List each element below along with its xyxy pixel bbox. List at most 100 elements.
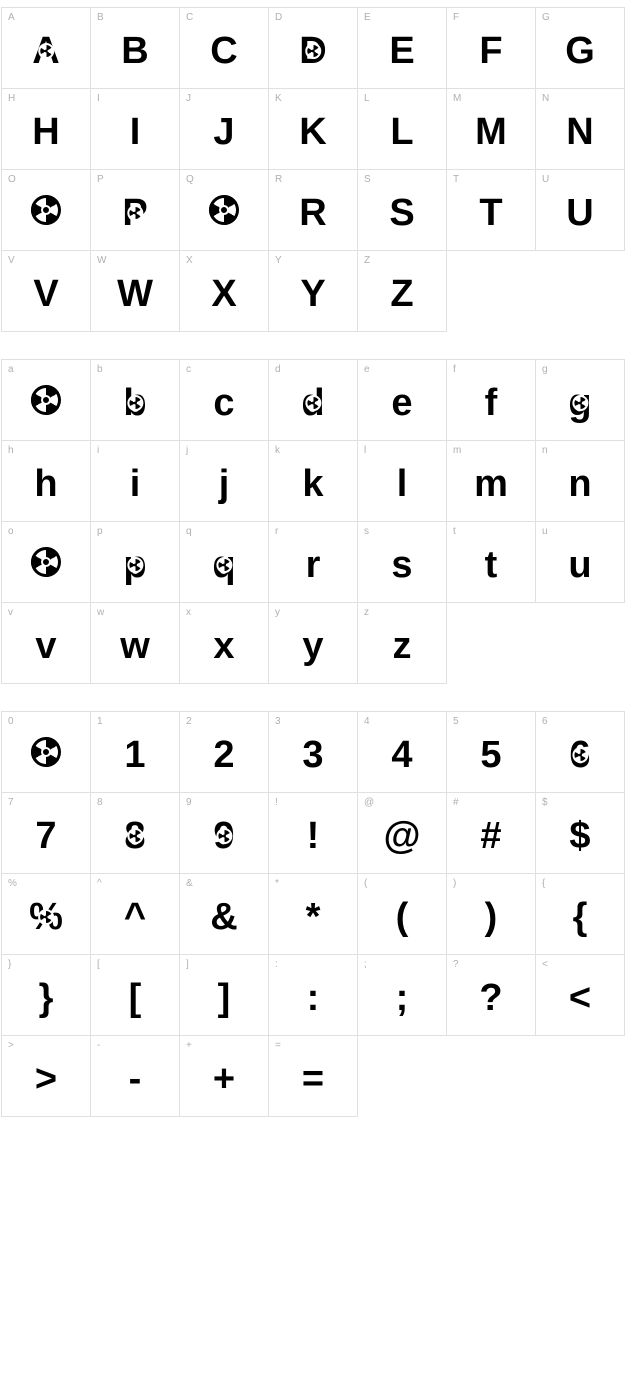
glyph-cell[interactable]: BB	[90, 7, 180, 89]
glyph-cell[interactable]: VV	[1, 250, 91, 332]
glyph-cell[interactable]: cc	[179, 359, 269, 441]
glyph-display: q	[212, 546, 235, 584]
glyph-label: n	[542, 445, 548, 456]
glyph-display: G	[565, 32, 595, 70]
glyph-cell[interactable]: ))	[446, 873, 536, 955]
glyph-label: }	[8, 959, 11, 970]
section-symbols: 0112233445566 778899!!@@##$$%%^^&&**(()){…	[2, 712, 638, 1117]
glyph-display: U	[566, 194, 593, 232]
glyph-cell[interactable]: TT	[446, 169, 536, 251]
glyph-cell[interactable]: ==	[268, 1035, 358, 1117]
glyph-cell[interactable]: 0	[1, 711, 91, 793]
glyph-cell[interactable]: qq	[179, 521, 269, 603]
glyph-label: ^	[97, 878, 102, 889]
glyph-cell[interactable]: FF	[446, 7, 536, 89]
glyph-cell[interactable]: hh	[1, 440, 91, 522]
glyph-cell[interactable]: ii	[90, 440, 180, 522]
glyph-cell[interactable]: gg	[535, 359, 625, 441]
glyph-cell[interactable]: 11	[90, 711, 180, 793]
glyph-cell[interactable]: ::	[268, 954, 358, 1036]
glyph-cell[interactable]: UU	[535, 169, 625, 251]
glyph-display: r	[306, 546, 321, 584]
glyph-row: vvwwxxyyzz	[2, 603, 638, 684]
glyph-cell[interactable]: AA	[1, 7, 91, 89]
glyph-cell[interactable]: O	[1, 169, 91, 251]
glyph-cell[interactable]: ee	[357, 359, 447, 441]
glyph-cell[interactable]: @@	[357, 792, 447, 874]
glyph-cell[interactable]: 77	[1, 792, 91, 874]
glyph-cell[interactable]: ff	[446, 359, 536, 441]
glyph-cell[interactable]: ll	[357, 440, 447, 522]
glyph-cell[interactable]: yy	[268, 602, 358, 684]
glyph-display: 3	[302, 736, 323, 774]
glyph-cell[interactable]: !!	[268, 792, 358, 874]
glyph-cell[interactable]: &&	[179, 873, 269, 955]
glyph-cell[interactable]: pp	[90, 521, 180, 603]
glyph-cell[interactable]: {{	[535, 873, 625, 955]
glyph-cell[interactable]: ]]	[179, 954, 269, 1036]
glyph-cell[interactable]: PP	[90, 169, 180, 251]
glyph-cell[interactable]: **	[268, 873, 358, 955]
glyph-cell[interactable]: %%	[1, 873, 91, 955]
glyph-label: (	[364, 878, 367, 889]
glyph-cell[interactable]: 55	[446, 711, 536, 793]
glyph-cell[interactable]: 99	[179, 792, 269, 874]
glyph-cell[interactable]: ??	[446, 954, 536, 1036]
glyph-cell[interactable]: >>	[1, 1035, 91, 1117]
glyph-cell[interactable]: 33	[268, 711, 358, 793]
glyph-display: ?	[479, 979, 502, 1017]
glyph-cell[interactable]: ++	[179, 1035, 269, 1117]
glyph-display: z	[393, 627, 412, 665]
glyph-cell[interactable]: ((	[357, 873, 447, 955]
glyph-cell[interactable]: KK	[268, 88, 358, 170]
glyph-cell[interactable]: zz	[357, 602, 447, 684]
glyph-cell[interactable]: ww	[90, 602, 180, 684]
glyph-cell[interactable]: o	[1, 521, 91, 603]
glyph-display: T	[479, 194, 502, 232]
glyph-cell[interactable]: 66	[535, 711, 625, 793]
glyph-cell[interactable]: DD	[268, 7, 358, 89]
glyph-cell[interactable]: WW	[90, 250, 180, 332]
glyph-cell[interactable]: NN	[535, 88, 625, 170]
glyph-cell[interactable]: nn	[535, 440, 625, 522]
glyph-cell[interactable]: $$	[535, 792, 625, 874]
glyph-cell[interactable]: ZZ	[357, 250, 447, 332]
glyph-cell[interactable]: }}	[1, 954, 91, 1036]
glyph-cell[interactable]: 22	[179, 711, 269, 793]
glyph-cell[interactable]: rr	[268, 521, 358, 603]
glyph-display: >	[35, 1060, 57, 1098]
glyph-cell[interactable]: MM	[446, 88, 536, 170]
glyph-cell[interactable]: kk	[268, 440, 358, 522]
glyph-cell[interactable]: GG	[535, 7, 625, 89]
glyph-cell[interactable]: ##	[446, 792, 536, 874]
glyph-cell[interactable]: xx	[179, 602, 269, 684]
glyph-cell[interactable]: jj	[179, 440, 269, 522]
glyph-cell[interactable]: mm	[446, 440, 536, 522]
glyph-cell[interactable]: YY	[268, 250, 358, 332]
glyph-cell[interactable]: ;;	[357, 954, 447, 1036]
glyph-cell[interactable]: ^^	[90, 873, 180, 955]
glyph-cell[interactable]: RR	[268, 169, 358, 251]
glyph-cell[interactable]: a	[1, 359, 91, 441]
glyph-cell[interactable]: LL	[357, 88, 447, 170]
glyph-cell[interactable]: CC	[179, 7, 269, 89]
glyph-cell[interactable]: II	[90, 88, 180, 170]
glyph-display: b	[123, 384, 146, 422]
glyph-cell[interactable]: --	[90, 1035, 180, 1117]
glyph-cell[interactable]: dd	[268, 359, 358, 441]
glyph-cell[interactable]: tt	[446, 521, 536, 603]
glyph-cell[interactable]: [[	[90, 954, 180, 1036]
glyph-cell[interactable]: SS	[357, 169, 447, 251]
glyph-cell[interactable]: 44	[357, 711, 447, 793]
glyph-cell[interactable]: JJ	[179, 88, 269, 170]
glyph-cell[interactable]: XX	[179, 250, 269, 332]
glyph-cell[interactable]: Q	[179, 169, 269, 251]
glyph-cell[interactable]: <<	[535, 954, 625, 1036]
glyph-cell[interactable]: HH	[1, 88, 91, 170]
glyph-cell[interactable]: vv	[1, 602, 91, 684]
glyph-cell[interactable]: ss	[357, 521, 447, 603]
glyph-cell[interactable]: EE	[357, 7, 447, 89]
glyph-cell[interactable]: uu	[535, 521, 625, 603]
glyph-cell[interactable]: bb	[90, 359, 180, 441]
glyph-cell[interactable]: 88	[90, 792, 180, 874]
